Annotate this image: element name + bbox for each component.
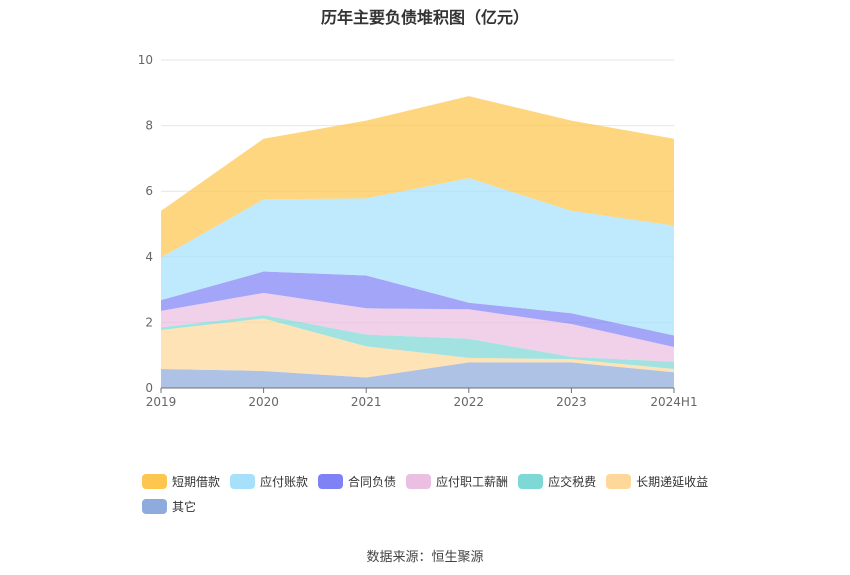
legend-item[interactable]: 长期递延收益 [606, 473, 708, 490]
legend-item[interactable]: 应付职工薪酬 [406, 473, 508, 490]
legend-item[interactable]: 短期借款 [142, 473, 220, 490]
y-tick-label: 10 [138, 53, 153, 67]
data-source-label: 数据来源：恒生聚源 [366, 550, 484, 565]
area-series-应交税费 [161, 315, 674, 369]
area-series-短期借款 [161, 96, 674, 258]
y-tick-label: 2 [145, 315, 153, 329]
x-tick-label: 2023 [556, 395, 587, 409]
legend-item[interactable]: 其它 [142, 498, 196, 515]
legend-label: 短期借款 [172, 475, 221, 489]
legend-label: 应交税费 [548, 475, 597, 489]
y-tick-label: 8 [145, 119, 153, 133]
legend-swatch [606, 474, 632, 489]
legend-swatch [518, 474, 544, 489]
y-tick-label: 0 [145, 381, 153, 395]
legend-item[interactable]: 合同负债 [318, 473, 396, 490]
area-series-应付账款 [161, 178, 674, 336]
legend-label: 应付职工薪酬 [436, 475, 509, 489]
legend-item[interactable]: 应付账款 [230, 473, 308, 490]
legend-label: 合同负债 [348, 475, 397, 489]
stacked-area-chart: 0 2 4 6 8 10 2019 2020 2021 2022 2023 2024H1 [138, 53, 698, 409]
legend-label: 其它 [172, 500, 197, 514]
legend-label: 长期递延收益 [636, 475, 709, 489]
x-tick-label: 2021 [351, 395, 382, 409]
y-tick-label: 6 [145, 184, 153, 198]
x-tick-label: 2020 [248, 395, 279, 409]
x-tick-label: 2019 [146, 395, 177, 409]
chart-title: 历年主要负债堆积图（亿元） [320, 8, 529, 27]
legend-swatch [142, 474, 167, 489]
y-tick-label: 4 [145, 250, 153, 264]
legend-swatch [406, 474, 432, 489]
x-tick-label: 2024H1 [650, 395, 697, 409]
legend-swatch [318, 474, 344, 489]
area-series-合同负债 [161, 271, 674, 347]
legend-item[interactable]: 应交税费 [518, 473, 596, 490]
chart-legend: 短期借款 应付账款 合同负债 应付职工薪酬 应交税费 长期递延收益其它 [142, 473, 722, 515]
x-tick-label: 2022 [454, 395, 485, 409]
legend-label: 应付账款 [260, 475, 309, 489]
legend-swatch [230, 474, 256, 489]
area-series-其它 [161, 362, 674, 388]
area-series-应付职工薪酬 [161, 292, 674, 362]
area-series-长期递延收益 [161, 318, 674, 378]
legend-swatch [142, 499, 167, 514]
